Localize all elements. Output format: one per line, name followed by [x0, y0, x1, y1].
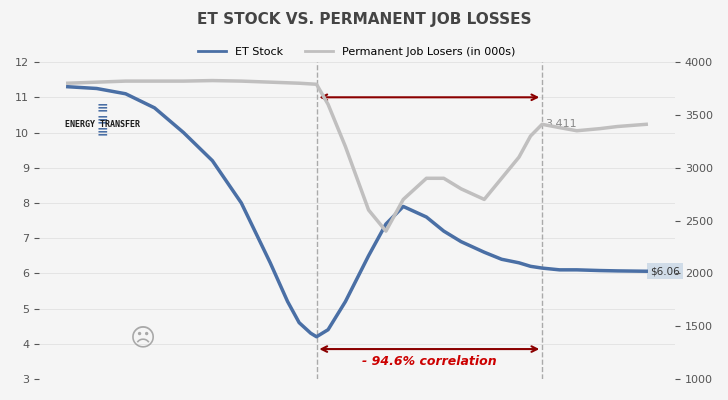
Text: ≡
≡
≡: ≡ ≡ ≡ — [97, 101, 108, 138]
Text: - 94.6% correlation: - 94.6% correlation — [362, 355, 496, 368]
Text: ENERGY TRANSFER: ENERGY TRANSFER — [65, 120, 140, 129]
Text: $6.06: $6.06 — [650, 266, 680, 276]
Text: ET STOCK VS. PERMANENT JOB LOSSES: ET STOCK VS. PERMANENT JOB LOSSES — [197, 12, 531, 27]
Legend: ET Stock, Permanent Job Losers (in 000s): ET Stock, Permanent Job Losers (in 000s) — [194, 42, 520, 61]
Text: 3,411: 3,411 — [545, 119, 577, 129]
Text: ☹: ☹ — [130, 326, 156, 350]
